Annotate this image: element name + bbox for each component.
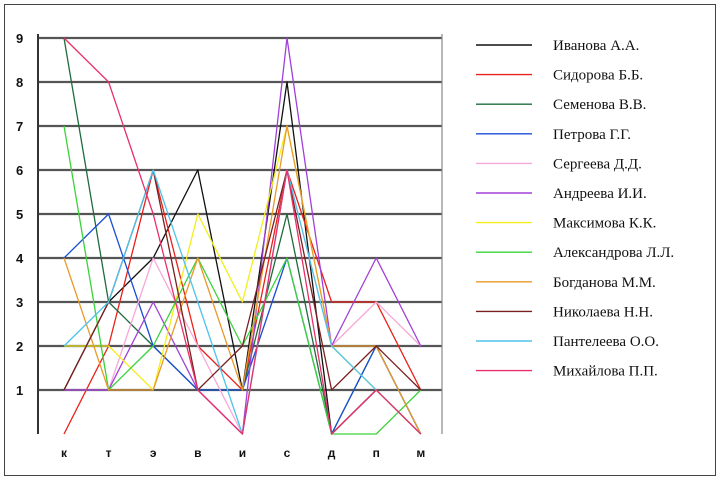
y-tick-label: 4: [16, 251, 24, 266]
legend-label: Андреева И.И.: [553, 186, 647, 202]
series-line: [63, 37, 422, 435]
legend-label: Петрова Г.Г.: [553, 127, 631, 143]
series-line: [63, 169, 422, 391]
x-tick-label: т: [106, 446, 112, 460]
legend-label: Максимова К.К.: [553, 216, 656, 232]
x-tick-label: в: [194, 446, 201, 460]
legend-label: Сергеева Д.Д.: [553, 156, 642, 172]
series-line: [63, 213, 422, 435]
legend-label: Семенова В.В.: [553, 97, 646, 113]
series-line: [64, 37, 422, 435]
y-tick-label: 2: [16, 339, 23, 354]
legend-label: Николаева Н.Н.: [553, 304, 653, 320]
y-tick-label: 6: [16, 163, 23, 178]
x-tick-label: м: [416, 446, 425, 460]
y-tick-label: 5: [16, 207, 23, 222]
x-tick-label: п: [373, 446, 380, 460]
x-tick-label: с: [284, 446, 291, 460]
axes: [37, 34, 443, 434]
legend-label: Александрова Л.Л.: [553, 245, 674, 261]
legend-label: Сидорова Б.Б.: [553, 68, 643, 84]
legend-label: Михайлова П.П.: [553, 364, 658, 380]
legend-label: Пантелеева О.О.: [553, 334, 659, 350]
x-tick-label: э: [150, 446, 157, 460]
y-tick-label: 9: [16, 31, 23, 46]
series-line: [63, 37, 422, 435]
legend-label: Иванова А.А.: [553, 38, 639, 54]
y-tick-labels: 1 2 3 4 5 6 7 8 9: [16, 31, 24, 398]
y-tick-label: 1: [16, 383, 23, 398]
y-tick-label: 7: [16, 119, 23, 134]
legend: Иванова А.А. Сидорова Б.Б. Семенова В.В. Пе…: [476, 38, 674, 380]
x-tick-label: д: [328, 446, 336, 460]
legend-label: Богданова М.М.: [553, 275, 656, 291]
y-tick-label: 8: [16, 75, 23, 90]
y-tick-label: 3: [16, 295, 23, 310]
x-tick-label: к: [61, 446, 68, 460]
series-lines: [63, 37, 422, 435]
x-tick-label: и: [239, 446, 246, 460]
grid: [38, 36, 442, 392]
series-line: [63, 125, 422, 435]
